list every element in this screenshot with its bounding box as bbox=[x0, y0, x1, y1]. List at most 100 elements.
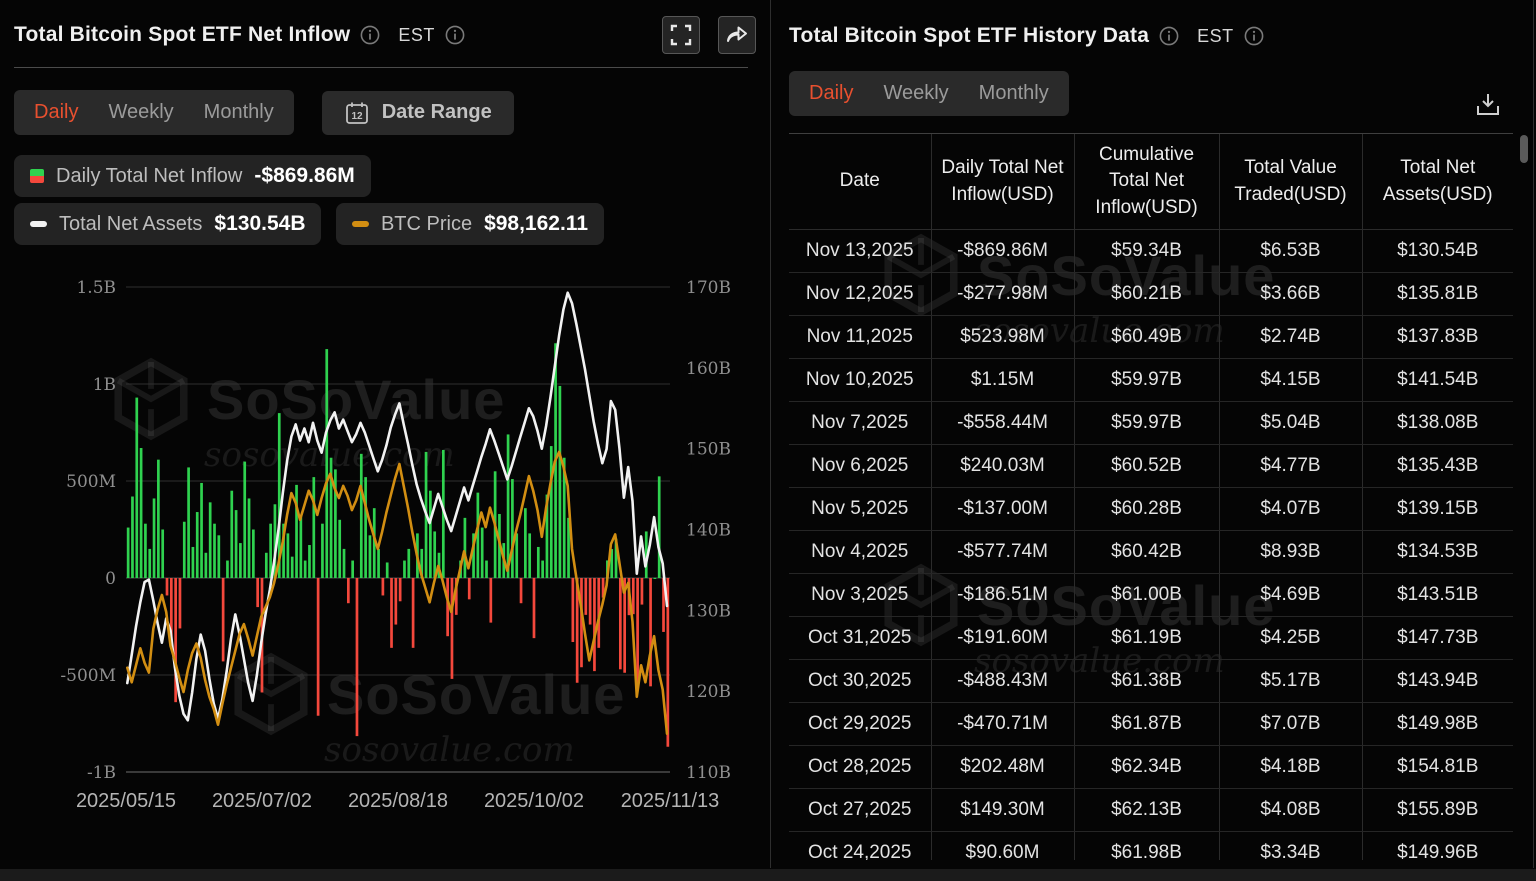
cell-assets: $137.83B bbox=[1361, 315, 1513, 359]
cell-inflow: $1.15M bbox=[930, 358, 1074, 402]
cell-date: Nov 6,2025 bbox=[789, 444, 931, 488]
date-range-button[interactable]: 12 Date Range bbox=[321, 90, 514, 135]
tab-daily[interactable]: Daily bbox=[34, 101, 79, 123]
cell-cumulative: $61.38B bbox=[1073, 659, 1219, 703]
column-header: Cumulative Total Net Inflow(USD) bbox=[1073, 133, 1219, 230]
svg-text:-1B: -1B bbox=[87, 763, 116, 783]
svg-text:150B: 150B bbox=[686, 440, 731, 460]
download-icon bbox=[1477, 94, 1499, 115]
cell-inflow: -$137.00M bbox=[930, 487, 1074, 531]
svg-text:-500M: -500M bbox=[60, 666, 116, 686]
svg-text:2025/10/02: 2025/10/02 bbox=[484, 790, 584, 812]
tab-daily[interactable]: Daily bbox=[809, 82, 854, 104]
svg-text:1B: 1B bbox=[93, 375, 116, 395]
cell-assets: $154.81B bbox=[1361, 745, 1513, 789]
cell-cumulative: $60.49B bbox=[1073, 315, 1219, 359]
svg-text:2025/11/13: 2025/11/13 bbox=[621, 790, 720, 812]
table-header-row: Date Daily Total Net Inflow(USD) Cumulative… bbox=[789, 133, 1513, 230]
share-button[interactable] bbox=[718, 16, 756, 54]
cell-traded: $4.08B bbox=[1218, 788, 1362, 832]
svg-text:500M: 500M bbox=[66, 472, 116, 492]
table-row: Nov 4,2025 -$577.74M $60.42B $8.93B $134.53B bbox=[789, 530, 1513, 574]
chart-period-tabs: Daily Weekly Monthly bbox=[14, 90, 294, 135]
svg-text:130B: 130B bbox=[686, 601, 731, 621]
cell-cumulative: $61.98B bbox=[1073, 831, 1219, 860]
info-icon[interactable] bbox=[1159, 26, 1179, 46]
calendar-icon: 12 bbox=[345, 102, 368, 124]
table-row: Nov 13,2025 -$869.86M $59.34B $6.53B $130.54… bbox=[789, 229, 1513, 273]
cell-cumulative: $60.42B bbox=[1073, 530, 1219, 574]
cell-traded: $4.25B bbox=[1218, 616, 1362, 660]
table-row: Oct 31,2025 -$191.60M $61.19B $4.25B $147.73… bbox=[789, 616, 1513, 660]
table-period-tabs: Daily Weekly Monthly bbox=[789, 71, 1069, 116]
cell-cumulative: $60.21B bbox=[1073, 272, 1219, 316]
cell-traded: $4.77B bbox=[1218, 444, 1362, 488]
cell-traded: $8.93B bbox=[1218, 530, 1362, 574]
timezone-info-icon[interactable] bbox=[445, 25, 465, 45]
svg-text:120B: 120B bbox=[686, 682, 731, 702]
table-row: Nov 3,2025 -$186.51M $61.00B $4.69B $143.51B bbox=[789, 573, 1513, 617]
cell-traded: $4.69B bbox=[1218, 573, 1362, 617]
table-row: Oct 29,2025 -$470.71M $61.87B $7.07B $149.98… bbox=[789, 702, 1513, 746]
fullscreen-icon bbox=[670, 24, 692, 46]
table-row: Oct 27,2025 $149.30M $62.13B $4.08B $155.89B bbox=[789, 788, 1513, 832]
cell-inflow: $202.48M bbox=[930, 745, 1074, 789]
table-row: Nov 6,2025 $240.03M $60.52B $4.77B $135.43B bbox=[789, 444, 1513, 488]
cell-date: Nov 10,2025 bbox=[789, 358, 931, 402]
svg-text:160B: 160B bbox=[686, 359, 731, 379]
cell-traded: $4.18B bbox=[1218, 745, 1362, 789]
chart-legend: Daily Total Net Inflow -$869.86M Total N… bbox=[14, 155, 756, 251]
cell-inflow: $240.03M bbox=[930, 444, 1074, 488]
cell-date: Nov 5,2025 bbox=[789, 487, 931, 531]
svg-text:170B: 170B bbox=[686, 278, 731, 298]
cell-inflow: -$869.86M bbox=[930, 229, 1074, 273]
table-scrollbar-thumb[interactable] bbox=[1520, 135, 1528, 163]
cell-inflow: -$186.51M bbox=[930, 573, 1074, 617]
svg-text:0: 0 bbox=[105, 569, 116, 589]
cell-cumulative: $61.00B bbox=[1073, 573, 1219, 617]
bottom-scroll-strip[interactable] bbox=[0, 869, 1536, 881]
cell-assets: $143.51B bbox=[1361, 573, 1513, 617]
orange-dash-icon bbox=[351, 221, 369, 227]
column-header: Total Net Assets(USD) bbox=[1361, 133, 1513, 230]
svg-text:1.5B: 1.5B bbox=[76, 278, 116, 298]
cell-assets: $149.98B bbox=[1361, 702, 1513, 746]
fullscreen-button[interactable] bbox=[662, 16, 700, 54]
header-divider bbox=[14, 67, 748, 68]
cell-date: Oct 31,2025 bbox=[789, 616, 931, 660]
tab-monthly[interactable]: Monthly bbox=[203, 101, 274, 123]
tab-monthly[interactable]: Monthly bbox=[978, 82, 1049, 104]
timezone-label: EST bbox=[1197, 25, 1234, 46]
cell-date: Nov 4,2025 bbox=[789, 530, 931, 574]
legend-total-net-assets[interactable]: Total Net Assets $130.54B bbox=[14, 203, 322, 245]
cell-date: Oct 29,2025 bbox=[789, 702, 931, 746]
tab-weekly[interactable]: Weekly bbox=[883, 82, 949, 104]
page-title: Total Bitcoin Spot ETF Net Inflow bbox=[14, 23, 351, 46]
cell-inflow: -$191.60M bbox=[930, 616, 1074, 660]
legend-btc-price[interactable]: BTC Price $98,162.11 bbox=[335, 203, 605, 245]
cell-traded: $3.34B bbox=[1218, 831, 1362, 860]
cell-traded: $3.66B bbox=[1218, 272, 1362, 316]
inflow-chart[interactable]: SoSoValue sosovalue.com SoSoValue sosova… bbox=[14, 257, 759, 832]
cell-traded: $5.04B bbox=[1218, 401, 1362, 445]
table-row: Nov 7,2025 -$558.44M $59.97B $5.04B $138.08B bbox=[789, 401, 1513, 445]
cell-assets: $130.54B bbox=[1361, 229, 1513, 273]
cell-traded: $4.07B bbox=[1218, 487, 1362, 531]
cell-cumulative: $62.34B bbox=[1073, 745, 1219, 789]
cell-date: Oct 30,2025 bbox=[789, 659, 931, 703]
timezone-info-icon[interactable] bbox=[1244, 26, 1264, 46]
cell-date: Nov 11,2025 bbox=[789, 315, 931, 359]
cell-cumulative: $60.28B bbox=[1073, 487, 1219, 531]
table-row: Nov 11,2025 $523.98M $60.49B $2.74B $137.83B bbox=[789, 315, 1513, 359]
cell-inflow: -$470.71M bbox=[930, 702, 1074, 746]
download-button[interactable] bbox=[1471, 88, 1505, 122]
legend-daily-net-inflow[interactable]: Daily Total Net Inflow -$869.86M bbox=[14, 155, 371, 197]
table-row: Oct 28,2025 $202.48M $62.34B $4.18B $154.81B bbox=[789, 745, 1513, 789]
history-data-panel: Total Bitcoin Spot ETF History Data EST … bbox=[770, 0, 1533, 868]
tab-weekly[interactable]: Weekly bbox=[108, 101, 174, 123]
info-icon[interactable] bbox=[360, 25, 380, 45]
cell-traded: $5.17B bbox=[1218, 659, 1362, 703]
cell-cumulative: $59.34B bbox=[1073, 229, 1219, 273]
table-row: Oct 24,2025 $90.60M $61.98B $3.34B $149.96B bbox=[789, 831, 1513, 860]
